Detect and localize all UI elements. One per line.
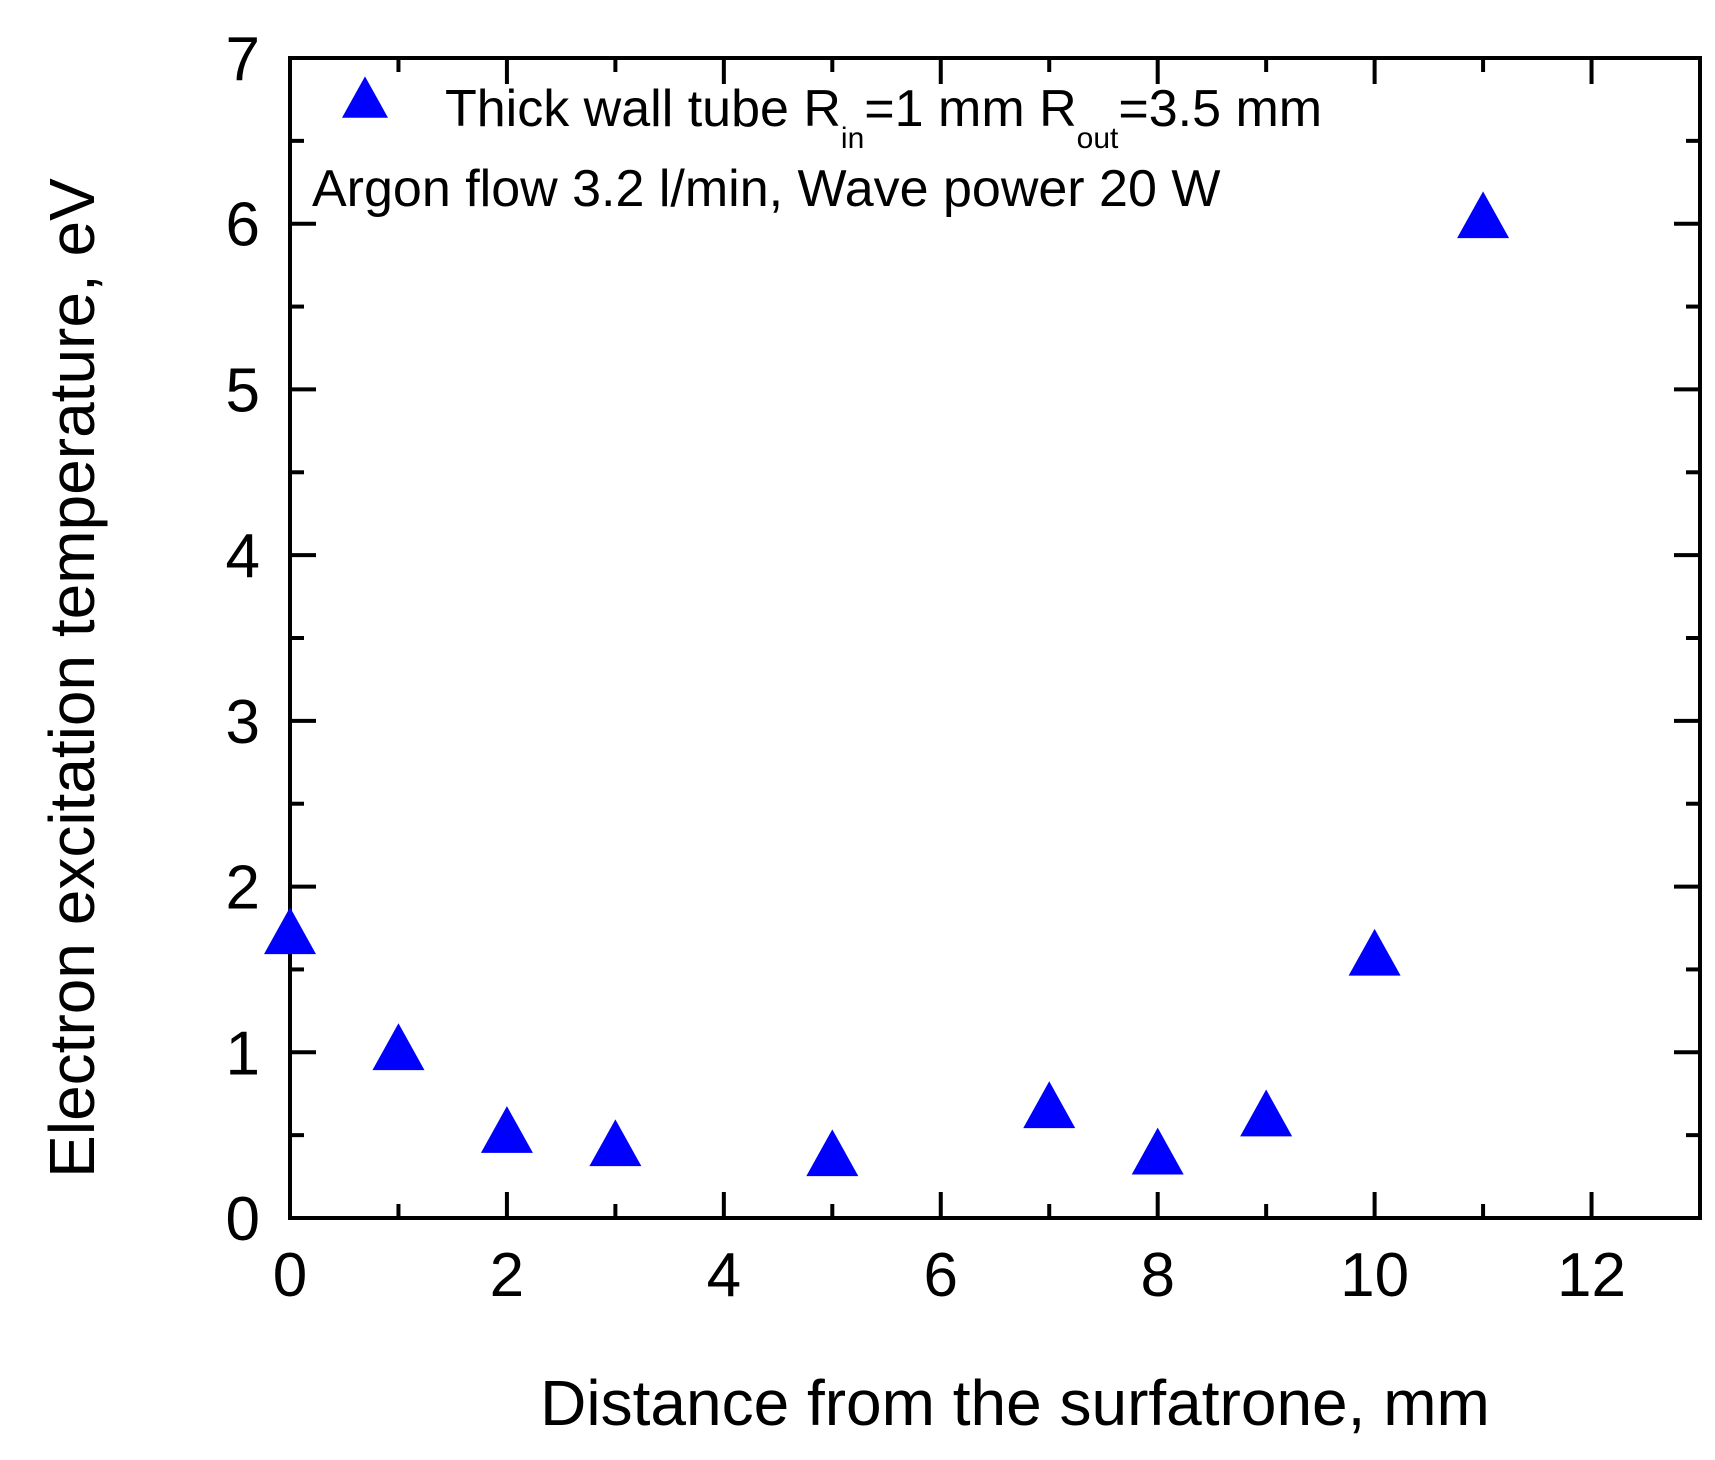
- y-tick-label: 5: [226, 356, 260, 425]
- data-point-triangle: [1457, 191, 1510, 239]
- plot-frame: [288, 56, 1702, 1220]
- data-point-triangle: [589, 1119, 642, 1167]
- data-point-triangle: [264, 907, 316, 955]
- y-tick-label: 3: [226, 688, 260, 757]
- legend-label-part1: Thick wall tube R: [445, 80, 841, 138]
- data-point-triangle: [480, 1106, 533, 1153]
- legend-label-sub-in: in: [841, 122, 864, 155]
- x-tick-label: 6: [924, 1241, 958, 1310]
- x-axis-title: Distance from the surfatrone, mm: [540, 1367, 1490, 1439]
- x-tick-label: 8: [1140, 1241, 1174, 1310]
- x-tick-label: 10: [1340, 1241, 1409, 1310]
- y-tick-label: 0: [226, 1185, 260, 1254]
- x-tick-label: 12: [1557, 1241, 1626, 1310]
- data-point-triangle: [1348, 928, 1401, 976]
- data-point-triangle: [806, 1129, 859, 1177]
- x-tick-label: 4: [707, 1241, 741, 1310]
- data-point-triangle: [1023, 1081, 1076, 1129]
- y-tick-label: 6: [226, 191, 260, 260]
- y-tick-label: 7: [226, 25, 260, 94]
- y-tick-label: 1: [226, 1019, 260, 1088]
- x-tick-label: 0: [273, 1241, 307, 1310]
- x-tick-label: 2: [490, 1241, 524, 1310]
- legend-label-sub-out: out: [1077, 122, 1119, 155]
- data-point-triangle: [1240, 1089, 1293, 1137]
- y-axis-title: Electron excitation temperature, eV: [36, 178, 108, 1178]
- legend-label: Thick wall tube Rin=1 mm Rout=3.5 mm: [445, 80, 1322, 155]
- legend-marker-triangle-icon: [342, 76, 388, 118]
- legend: Thick wall tube Rin=1 mm Rout=3.5 mm Arg…: [312, 76, 1322, 218]
- y-tick-label: 2: [226, 854, 260, 923]
- data-point-triangle: [372, 1023, 425, 1071]
- chart-annotation: Argon flow 3.2 l/min, Wave power 20 W: [312, 160, 1220, 218]
- data-points: [264, 191, 1510, 1177]
- legend-label-part2: =1 mm R: [864, 80, 1076, 138]
- data-point-triangle: [1131, 1127, 1184, 1175]
- legend-label-part3: =3.5 mm: [1118, 80, 1322, 138]
- y-tick-label: 4: [226, 522, 260, 591]
